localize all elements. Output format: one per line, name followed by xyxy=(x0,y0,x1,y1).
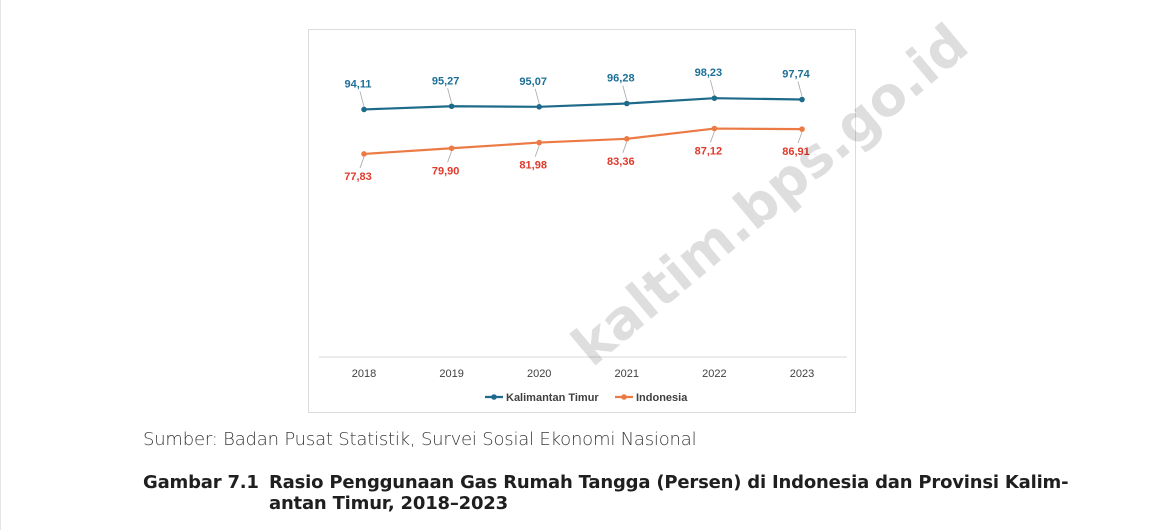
caption-line-1: Rasio Penggunaan Gas Rumah Tangga (Perse… xyxy=(269,472,1069,493)
page-edge-rule xyxy=(0,0,1,530)
chart-container: 2018 2019 2020 2021 2022 2023 94,11 95,27 95,07 9… xyxy=(308,29,856,413)
series-line xyxy=(363,127,803,156)
figure-number: Gambar 7.1 xyxy=(143,472,259,493)
label-leader-line xyxy=(622,85,628,101)
figure-caption: Gambar 7.1 Rasio Penggunaan Gas Rumah Tan… xyxy=(143,472,1069,514)
label-leader-line xyxy=(447,151,452,163)
data-label: 97,74 xyxy=(782,69,810,81)
caption-line-2: antan Timur, 2018–2023 xyxy=(269,493,508,514)
data-label: 95,07 xyxy=(519,76,547,88)
data-label: 96,28 xyxy=(607,73,635,85)
data-point xyxy=(536,139,542,146)
legend-marker xyxy=(621,394,627,400)
data-point xyxy=(448,145,455,152)
data-label: 95,27 xyxy=(432,75,460,87)
label-leader-line xyxy=(359,156,365,169)
data-point xyxy=(799,96,805,103)
x-tick-label: 2018 xyxy=(352,368,376,380)
label-leader-line xyxy=(534,88,540,104)
label-leader-line xyxy=(797,131,803,144)
line-chart: 2018 2019 2020 2021 2022 2023 94,11 95,27 95,07 9… xyxy=(319,67,847,404)
label-leader-line xyxy=(797,81,803,97)
data-label: 83,36 xyxy=(607,156,635,168)
label-leader-line xyxy=(447,88,452,104)
legend-marker xyxy=(491,394,497,400)
data-point xyxy=(536,104,542,110)
data-label: 77,83 xyxy=(344,171,372,183)
data-label: 94,11 xyxy=(345,78,372,90)
x-tick-label: 2019 xyxy=(439,368,463,380)
data-point xyxy=(448,103,455,110)
data-label: 86,91 xyxy=(782,146,810,158)
legend-label: Indonesia xyxy=(636,392,688,404)
data-point xyxy=(711,95,718,101)
label-leader-line xyxy=(359,91,365,107)
label-leader-line xyxy=(710,131,715,143)
data-point xyxy=(624,136,630,142)
data-label: 79,90 xyxy=(432,165,460,177)
data-point xyxy=(361,151,367,157)
label-leader-line xyxy=(622,141,628,153)
data-point xyxy=(799,126,805,132)
x-tick-label: 2023 xyxy=(790,368,814,380)
label-leader-line xyxy=(710,80,715,96)
legend-label: Kalimantan Timur xyxy=(506,392,599,404)
source-note: Sumber: Badan Pusat Statistik, Survei So… xyxy=(143,429,697,450)
series-line xyxy=(363,97,803,111)
label-leader-line xyxy=(534,145,540,157)
data-label: 87,12 xyxy=(695,146,723,158)
data-point xyxy=(711,125,718,132)
data-point xyxy=(361,106,367,113)
x-tick-label: 2021 xyxy=(615,368,639,380)
x-tick-label: 2020 xyxy=(527,368,551,380)
x-tick-label: 2022 xyxy=(702,368,726,380)
data-label: 98,23 xyxy=(695,67,723,79)
data-label: 81,98 xyxy=(519,160,547,172)
data-point xyxy=(624,100,630,107)
